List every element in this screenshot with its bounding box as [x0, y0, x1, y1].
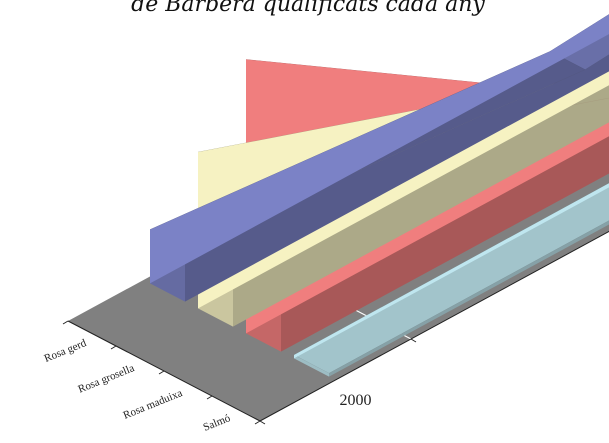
x-axis-line — [259, 230, 609, 422]
z-axis-tick — [206, 395, 213, 400]
z-axis-tick — [158, 370, 165, 375]
series-ribbon — [149, 14, 609, 302]
series-end-cap — [294, 355, 329, 377]
series-axis-label: Salmó — [202, 412, 233, 434]
z-axis-tick — [254, 420, 261, 425]
series-back-face — [185, 54, 609, 302]
x-axis-tick — [259, 420, 266, 425]
chart-series-layer — [149, 14, 609, 377]
z-axis-tick — [62, 320, 69, 325]
z-axis-tick — [110, 345, 117, 350]
series-back-face — [329, 220, 609, 377]
series-front-face — [150, 14, 609, 284]
series-front-face — [294, 183, 609, 359]
series-front-face — [198, 69, 609, 309]
chart-title: de Barbera qualificats cada any — [131, 0, 485, 17]
series-axis-label: Rosa gerd — [43, 337, 89, 365]
x-axis-tick — [410, 338, 417, 343]
series-axis-label: Rosa grosella — [76, 362, 136, 395]
series-ribbon — [293, 183, 609, 377]
x-tick-label: 2000 — [340, 392, 372, 409]
series-axis-label: Rosa maduixa — [122, 387, 185, 422]
